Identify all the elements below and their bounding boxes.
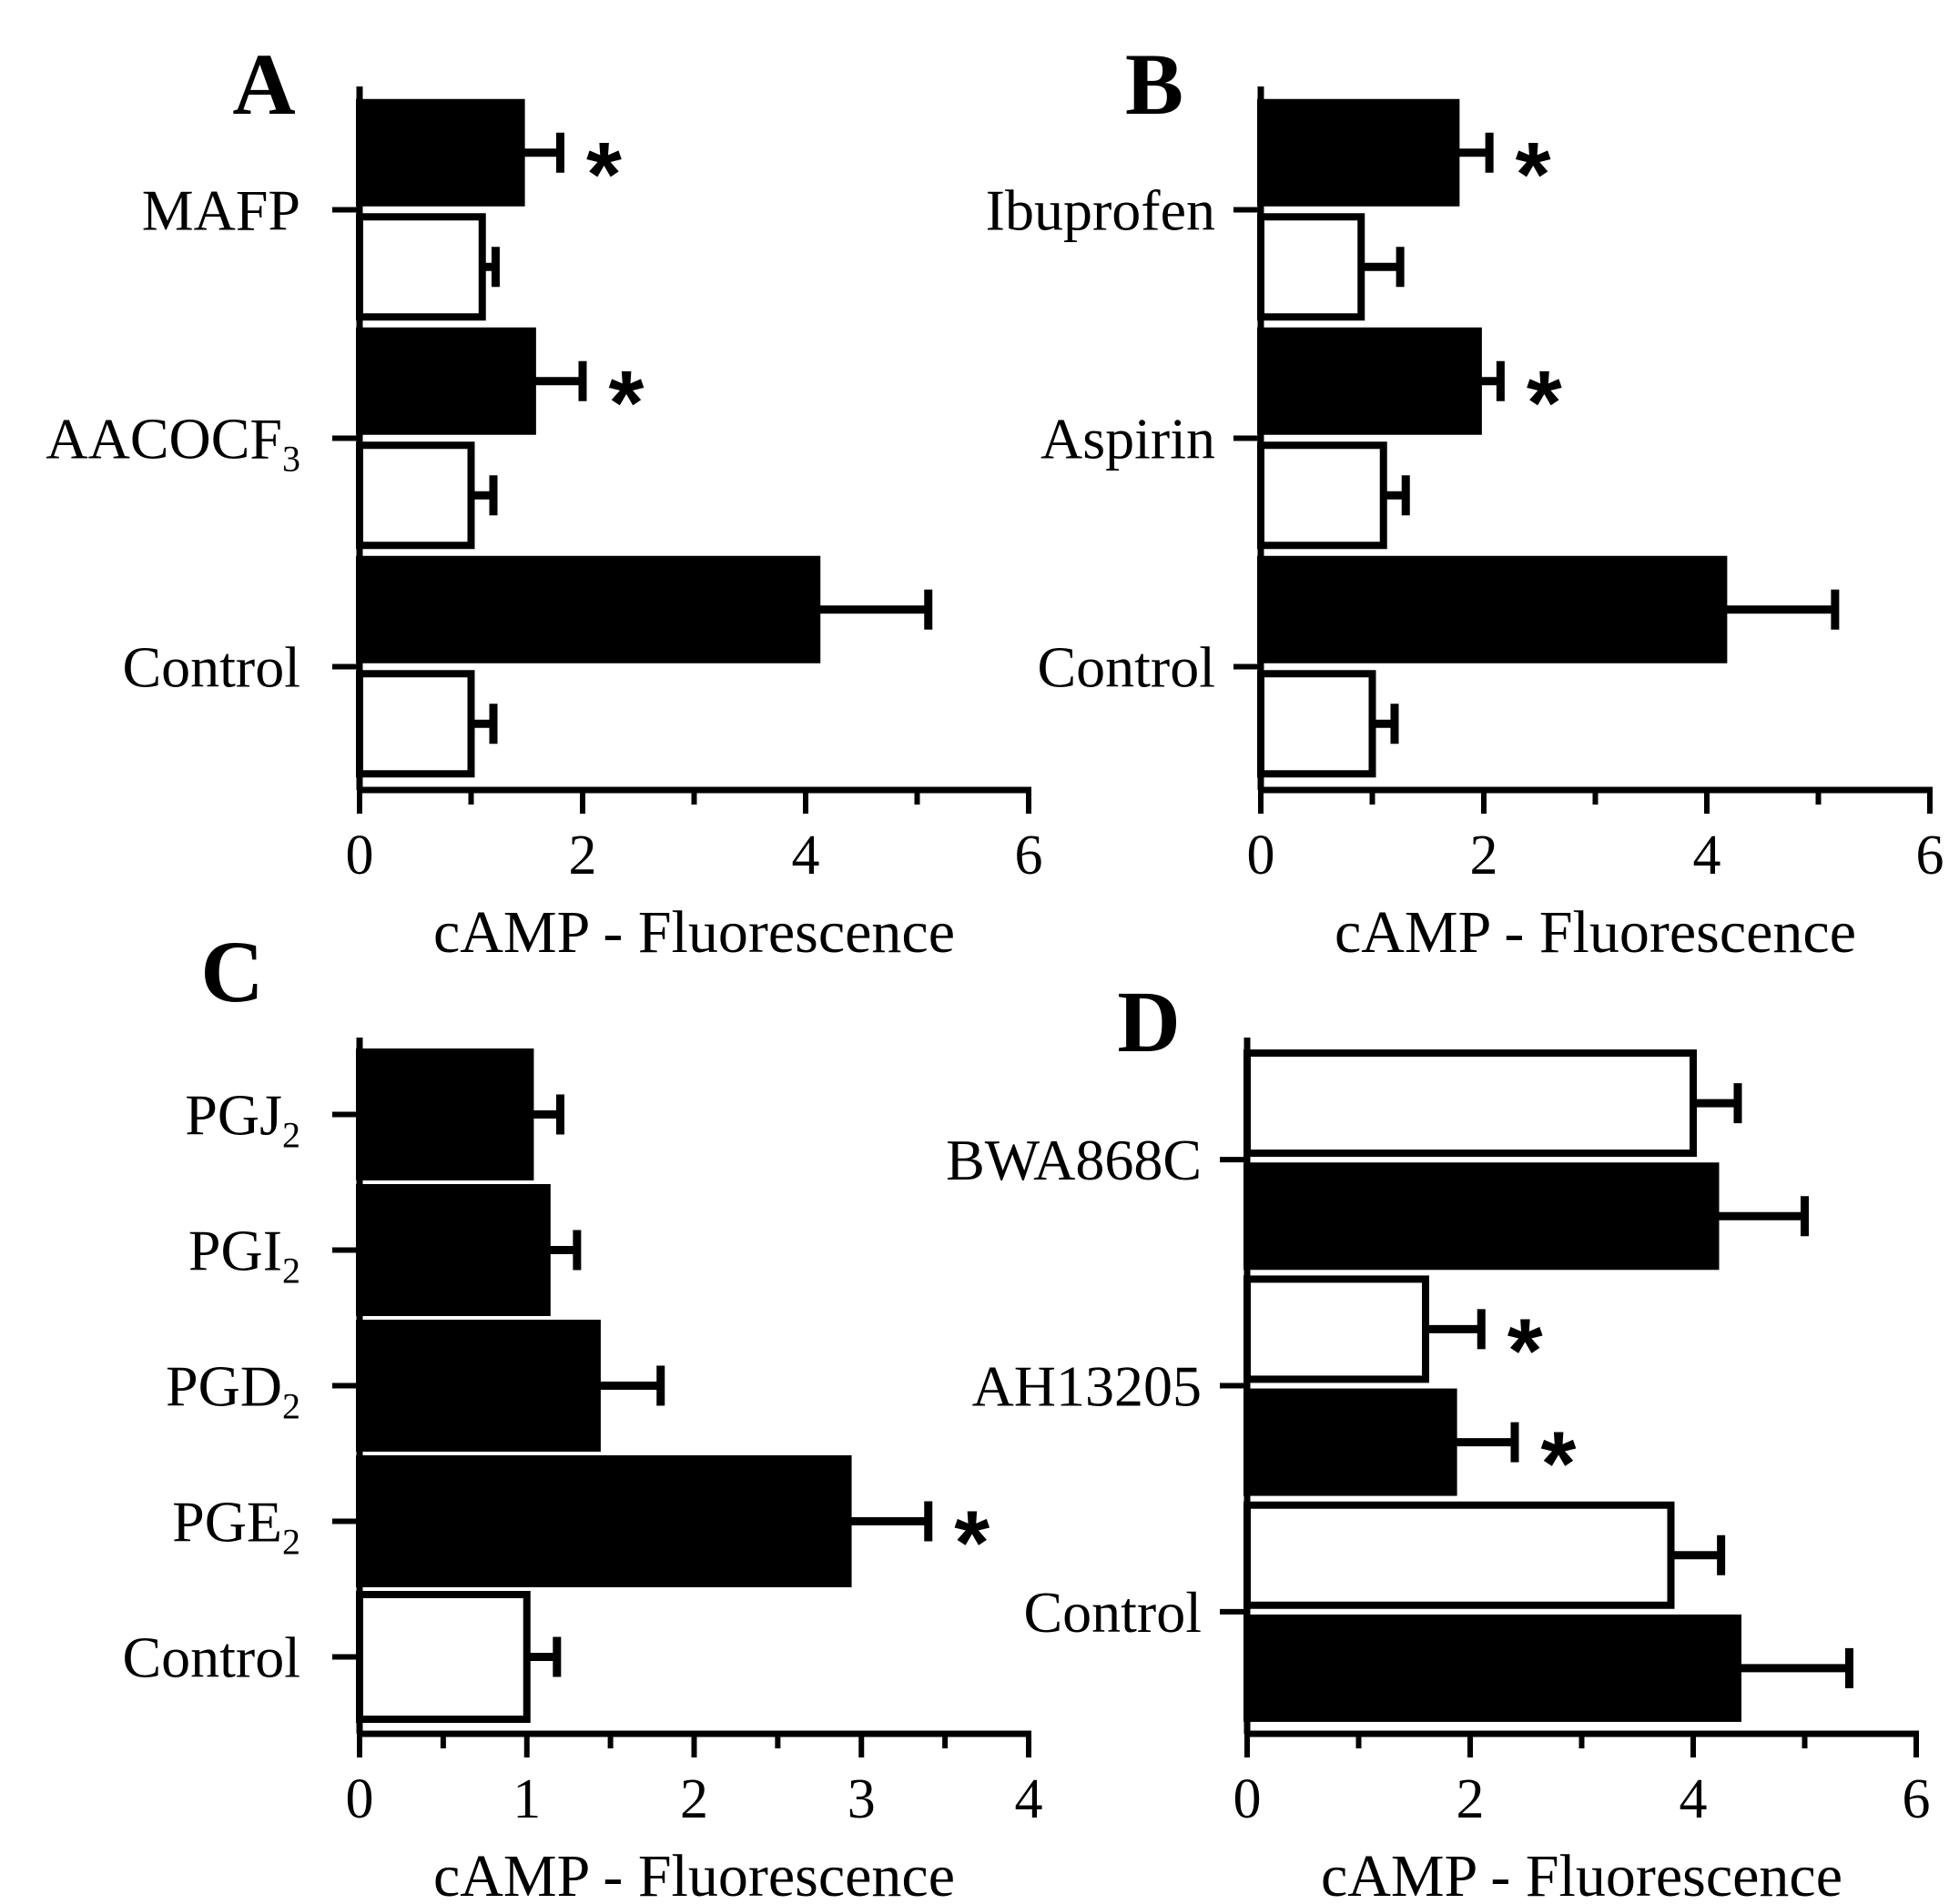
bar-open <box>356 441 475 550</box>
panel-letter-a: A <box>232 35 295 133</box>
x-tick-label: 0 <box>346 1768 374 1830</box>
bar-filled <box>1257 327 1482 435</box>
significance-star: * <box>1507 1300 1543 1402</box>
bar-filled <box>356 1184 551 1316</box>
panel-letter-c: C <box>200 923 263 1020</box>
panel-d: D 0 2 4 6 cAMP - Fluorescence BWA868C * * AH13205… <box>946 973 1930 1904</box>
x-tick-label: 4 <box>1015 1768 1043 1830</box>
x-tick-label: 6 <box>1015 825 1043 886</box>
bar-filled <box>1243 1162 1720 1271</box>
x-axis-title: cAMP - Fluorescence <box>433 1843 955 1904</box>
category-label: Control <box>122 1625 300 1690</box>
category-label: AH13205 <box>972 1354 1202 1419</box>
x-tick-label: 2 <box>1470 825 1498 886</box>
bar-open <box>1257 441 1387 550</box>
bar-filled <box>1257 98 1460 207</box>
bar-filled <box>356 555 821 663</box>
bar-filled <box>356 1455 852 1587</box>
bar-filled <box>356 1048 534 1180</box>
x-tick-label: 0 <box>1233 1768 1262 1830</box>
x-tick-label: 4 <box>1693 825 1721 886</box>
panel-b: B 0 2 4 6 cAMP - Fluorescence * Ibuprofen * Aspir… <box>986 35 1944 966</box>
x-tick-label: 6 <box>1916 825 1944 886</box>
bar-open <box>1243 1275 1429 1383</box>
x-axis-title: cAMP - Fluorescence <box>1321 1843 1842 1904</box>
x-tick-label: 2 <box>1457 1768 1485 1830</box>
significance-star: * <box>1527 352 1562 454</box>
x-tick-label: 2 <box>680 1768 708 1830</box>
category-label: PGE2 <box>172 1490 300 1563</box>
significance-star: * <box>954 1493 990 1595</box>
x-tick-label: 2 <box>569 825 597 886</box>
bar-open <box>356 1591 531 1723</box>
x-tick-label: 4 <box>792 825 820 886</box>
significance-star: * <box>586 124 622 226</box>
panel-letter-d: D <box>1117 973 1180 1070</box>
significance-star: * <box>1516 124 1551 226</box>
category-label: Aspirin <box>1040 407 1215 471</box>
category-label: PGJ2 <box>185 1083 300 1156</box>
bar-open <box>356 213 486 321</box>
x-tick-label: 0 <box>346 825 374 886</box>
bar-open <box>356 670 475 778</box>
bar-filled <box>1243 1614 1741 1722</box>
category-label: Control <box>1023 1580 1202 1645</box>
x-tick-label: 0 <box>1247 825 1275 886</box>
category-label: PGI2 <box>188 1219 300 1291</box>
x-tick-label: 3 <box>848 1768 876 1830</box>
panel-a: A 0 2 4 6 cAMP - Fluorescence * MAFP * AACOCF3 Con… <box>46 35 1042 966</box>
bar-open <box>1257 213 1365 321</box>
category-label: Control <box>1037 635 1215 700</box>
bar-filled <box>1243 1388 1457 1496</box>
panel-letter-b: B <box>1125 35 1183 133</box>
category-label: AACOCF3 <box>46 407 300 480</box>
x-axis-title: cAMP - Fluorescence <box>433 899 955 966</box>
x-axis-title: cAMP - Fluorescence <box>1335 899 1856 966</box>
category-label: Ibuprofen <box>986 178 1215 243</box>
bar-filled <box>356 98 525 207</box>
bar-open <box>1243 1501 1675 1609</box>
x-tick-label: 1 <box>513 1768 541 1830</box>
bar-open <box>1243 1049 1697 1158</box>
panel-c: C 0 1 2 3 4 cAMP - Fluorescence PGJ2 PGI2 PGD2 * PG… <box>122 923 1042 1904</box>
x-tick-label: 4 <box>1680 1768 1708 1830</box>
x-tick-label: 6 <box>1903 1768 1931 1830</box>
category-label: MAFP <box>142 178 300 243</box>
significance-star: * <box>609 352 645 454</box>
category-label: BWA868C <box>946 1128 1202 1192</box>
category-label: Control <box>122 635 300 700</box>
significance-star: * <box>1541 1413 1577 1515</box>
bar-filled <box>356 1320 601 1452</box>
bar-filled <box>356 327 536 435</box>
category-label: PGD2 <box>166 1354 300 1427</box>
bar-open <box>1257 670 1376 778</box>
bar-filled <box>1257 555 1728 663</box>
